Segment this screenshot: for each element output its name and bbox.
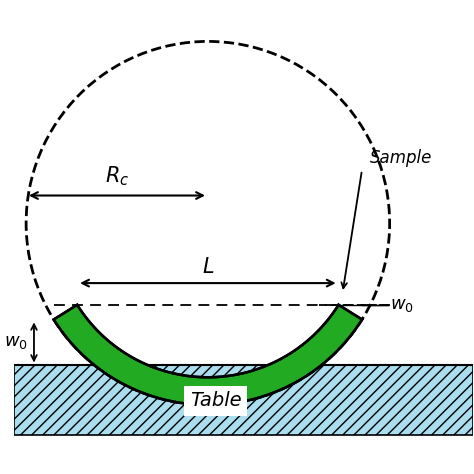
Polygon shape <box>54 305 362 405</box>
Text: $w_0$: $w_0$ <box>4 333 28 351</box>
Text: $w_0$: $w_0$ <box>390 296 414 314</box>
Text: $L$: $L$ <box>202 257 214 277</box>
Text: $R_c$: $R_c$ <box>105 164 129 188</box>
Bar <box>14 365 473 435</box>
Text: Table: Table <box>190 392 242 410</box>
Text: Sample: Sample <box>370 149 432 167</box>
